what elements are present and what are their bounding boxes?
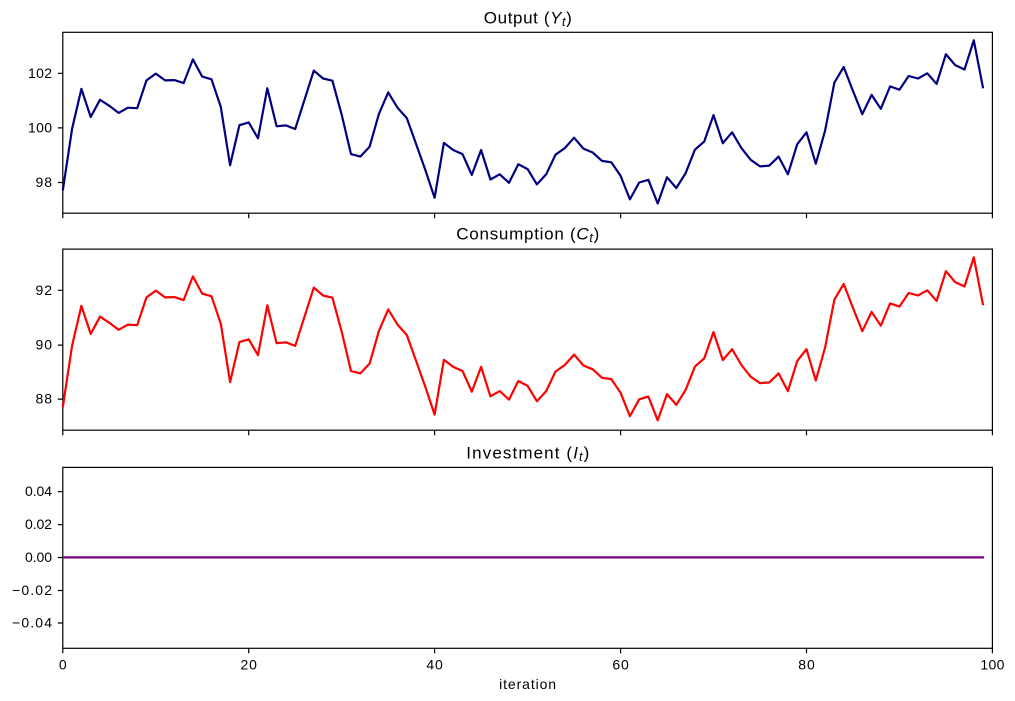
svg-text:0.02: 0.02 — [25, 516, 52, 532]
svg-text:0: 0 — [59, 657, 67, 673]
svg-text:102: 102 — [28, 65, 52, 81]
svg-text:60: 60 — [612, 657, 629, 673]
svg-text:Output (Yt): Output (Yt) — [484, 8, 572, 29]
svg-text:0.04: 0.04 — [25, 483, 52, 499]
svg-text:100: 100 — [980, 657, 1004, 673]
svg-text:iteration: iteration — [499, 676, 556, 692]
svg-text:Investment (It): Investment (It) — [466, 443, 589, 464]
svg-text:−0.04: −0.04 — [12, 615, 52, 631]
svg-text:20: 20 — [240, 657, 257, 673]
svg-text:100: 100 — [28, 119, 52, 135]
svg-text:40: 40 — [426, 657, 443, 673]
svg-text:80: 80 — [798, 657, 815, 673]
svg-text:88: 88 — [36, 391, 53, 407]
svg-text:Consumption (Ct): Consumption (Ct) — [456, 225, 599, 246]
svg-text:98: 98 — [36, 174, 53, 190]
svg-text:0.00: 0.00 — [25, 549, 52, 565]
svg-text:90: 90 — [36, 337, 53, 353]
svg-text:92: 92 — [36, 282, 53, 298]
svg-text:−0.02: −0.02 — [12, 582, 52, 598]
